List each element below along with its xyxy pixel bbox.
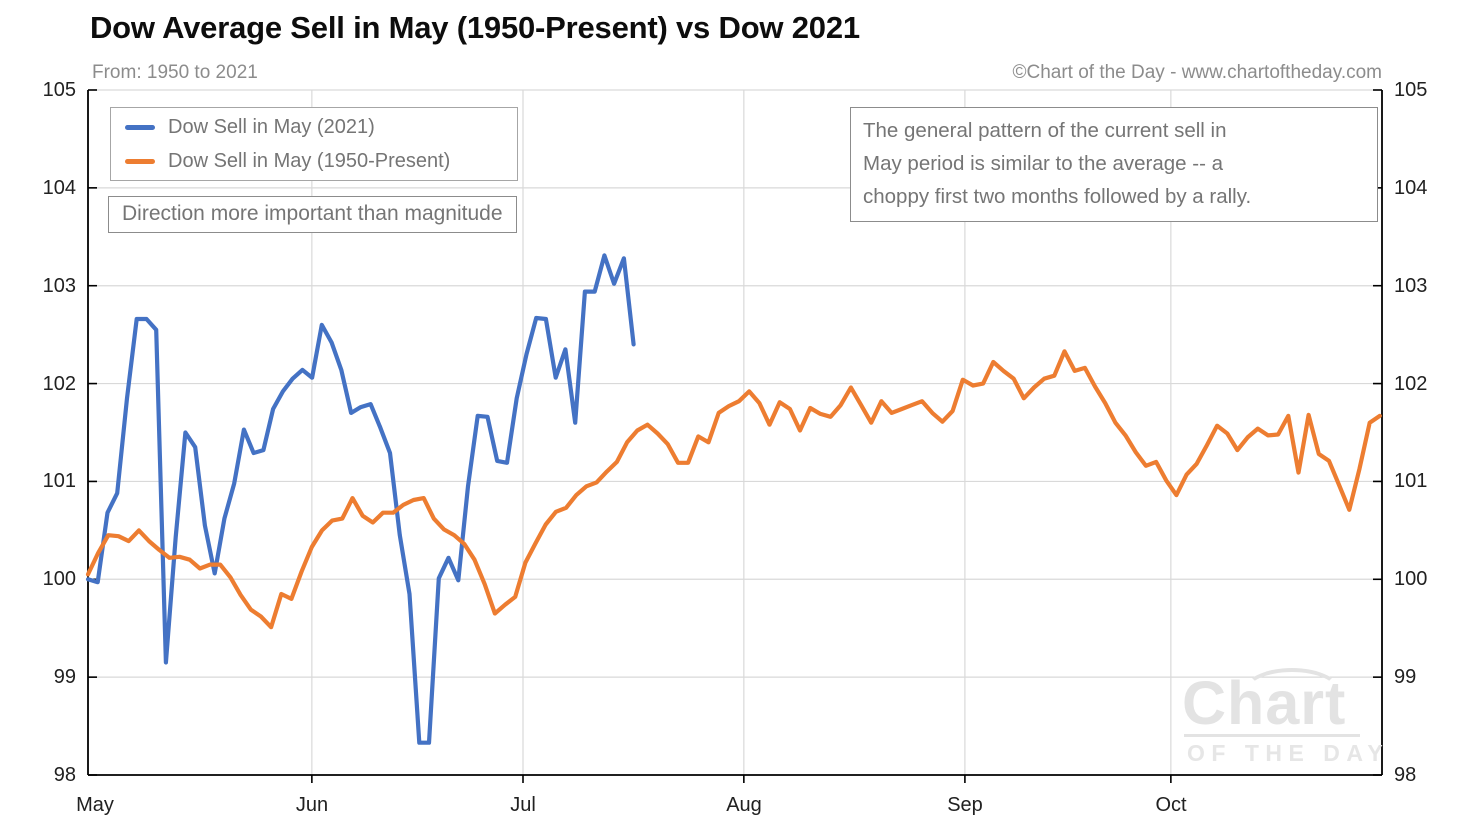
legend-item: Dow Sell in May (2021) xyxy=(125,113,503,142)
y-axis-label-left: 102 xyxy=(42,373,76,395)
legend-label: Dow Sell in May (2021) xyxy=(168,115,375,138)
y-axis-label-left: 100 xyxy=(42,568,76,590)
chart-legend: Dow Sell in May (2021) Dow Sell in May (1… xyxy=(110,107,518,181)
y-axis-label-right: 99 xyxy=(1394,666,1417,688)
page-title: Dow Average Sell in May (1950-Present) v… xyxy=(90,10,860,45)
y-axis-label-right: 101 xyxy=(1394,470,1428,492)
y-axis-label-left: 104 xyxy=(42,177,76,199)
legend-swatch-icon xyxy=(125,158,155,164)
y-axis-label-right: 104 xyxy=(1394,177,1428,199)
copyright-text: ©Chart of the Day - www.chartoftheday.co… xyxy=(1012,62,1382,83)
legend-label: Dow Sell in May (1950-Present) xyxy=(168,149,451,172)
y-axis-label-left: 101 xyxy=(42,470,76,492)
y-axis-label-left: 105 xyxy=(42,79,76,101)
x-axis-label: Sep xyxy=(947,794,983,816)
x-axis-label: Jul xyxy=(510,794,536,816)
annotation-line: May period is similar to the average -- … xyxy=(863,152,1224,175)
x-axis-label: May xyxy=(76,794,114,816)
y-axis-label-right: 105 xyxy=(1394,79,1428,101)
date-range-subtitle: From: 1950 to 2021 xyxy=(92,62,258,83)
y-axis-label-left: 99 xyxy=(53,666,76,688)
annotation-box: The general pattern of the current sell … xyxy=(850,107,1378,222)
y-axis-label-right: 98 xyxy=(1394,764,1417,786)
y-axis-label-left: 103 xyxy=(42,275,76,297)
legend-item: Dow Sell in May (1950-Present) xyxy=(125,147,503,176)
note-box: Direction more important than magnitude xyxy=(108,196,517,233)
y-axis-label-left: 98 xyxy=(53,764,76,786)
y-axis-label-right: 103 xyxy=(1394,275,1428,297)
x-axis-label: Jun xyxy=(295,794,329,816)
y-axis-label-right: 100 xyxy=(1394,568,1428,590)
y-axis-label-right: 102 xyxy=(1394,373,1428,395)
series-line-1 xyxy=(85,349,1382,630)
annotation-line: choppy first two months followed by a ra… xyxy=(863,185,1252,208)
annotation-line: The general pattern of the current sell … xyxy=(863,119,1227,142)
series-line-0 xyxy=(85,253,636,745)
x-axis-label: Aug xyxy=(726,794,762,816)
legend-swatch-icon xyxy=(125,124,155,130)
x-axis-label: Oct xyxy=(1155,794,1187,816)
